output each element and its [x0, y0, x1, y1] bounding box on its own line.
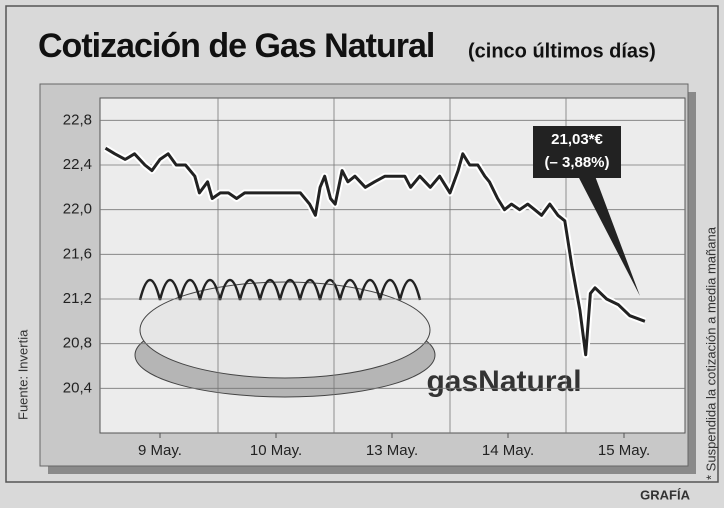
- y-tick-label: 22,0: [63, 201, 92, 218]
- y-tick-label: 21,6: [63, 245, 92, 262]
- y-tick-label: 20,8: [63, 335, 92, 352]
- chart-title: Cotización de Gas Natural: [38, 27, 434, 65]
- chart-subtitle: (cinco últimos días): [468, 40, 656, 62]
- x-tick-label: 9 May.: [138, 442, 182, 459]
- chart: Cotización de Gas Natural (cinco últimos…: [0, 0, 724, 508]
- burner: [135, 280, 435, 397]
- x-tick-label: 14 May.: [482, 442, 534, 459]
- annotation-price: 21,03*€: [551, 131, 603, 148]
- burner-ring: [140, 282, 430, 378]
- x-tick-label: 10 May.: [250, 442, 302, 459]
- y-tick-label: 20,4: [63, 379, 92, 396]
- source: Fuente: Invertia: [15, 329, 30, 420]
- y-tick-label: 22,8: [63, 111, 92, 128]
- y-tick-label: 22,4: [63, 156, 92, 173]
- x-tick-label: 13 May.: [366, 442, 418, 459]
- y-tick-label: 21,2: [63, 290, 92, 307]
- annotation-change: (– 3,88%): [544, 154, 609, 171]
- credit: GRAFÍA: [640, 487, 690, 502]
- footnote: * Suspendida la cotización a media mañan…: [703, 226, 718, 480]
- x-tick-label: 15 May.: [598, 442, 650, 459]
